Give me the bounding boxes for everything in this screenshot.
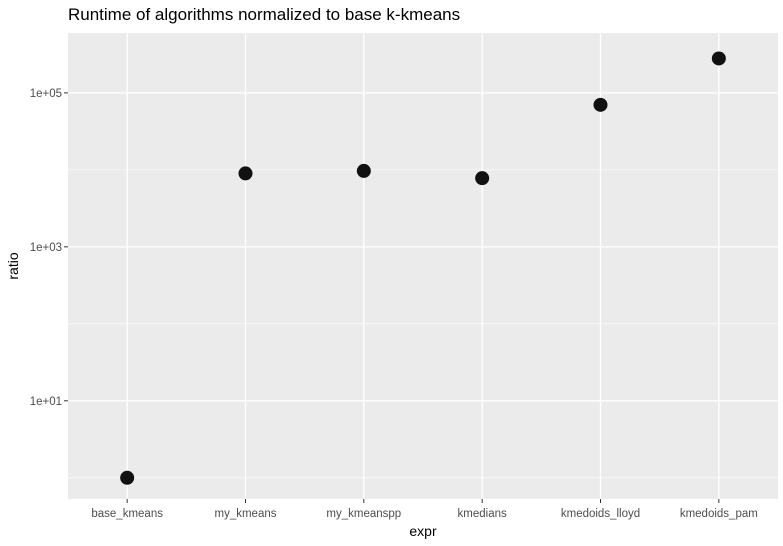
data-point	[475, 171, 490, 186]
x-tick-label: base_kmeans	[91, 508, 163, 520]
data-point	[356, 163, 371, 178]
x-tick-label: kmedoids_pam	[680, 508, 758, 520]
y-axis-title: ratio	[5, 252, 21, 279]
y-axis-ticks: 1e+01 1e+03 1e+05	[30, 88, 68, 408]
data-point	[711, 51, 726, 66]
data-point	[238, 166, 253, 181]
y-tick-label: 1e+05	[30, 88, 62, 100]
data-points	[120, 51, 726, 485]
plot-panel	[68, 33, 778, 499]
y-tick-label: 1e+01	[30, 396, 62, 408]
x-tick-label: my_kmeanspp	[326, 508, 401, 520]
x-tick-label: kmedoids_lloyd	[561, 508, 640, 520]
x-axis-title: expr	[409, 523, 437, 539]
y-tick-label: 1e+03	[30, 242, 62, 254]
x-tick-label: kmedians	[458, 508, 507, 520]
x-axis-ticks: base_kmeans my_kmeans my_kmeanspp kmedians k…	[91, 499, 758, 520]
x-tick-label: my_kmeans	[215, 508, 277, 520]
major-gridlines	[68, 33, 778, 499]
data-point	[593, 97, 608, 112]
minor-gridlines	[68, 169, 778, 479]
data-point	[120, 470, 135, 485]
chart-title: Runtime of algorithms normalized to base…	[68, 5, 460, 24]
